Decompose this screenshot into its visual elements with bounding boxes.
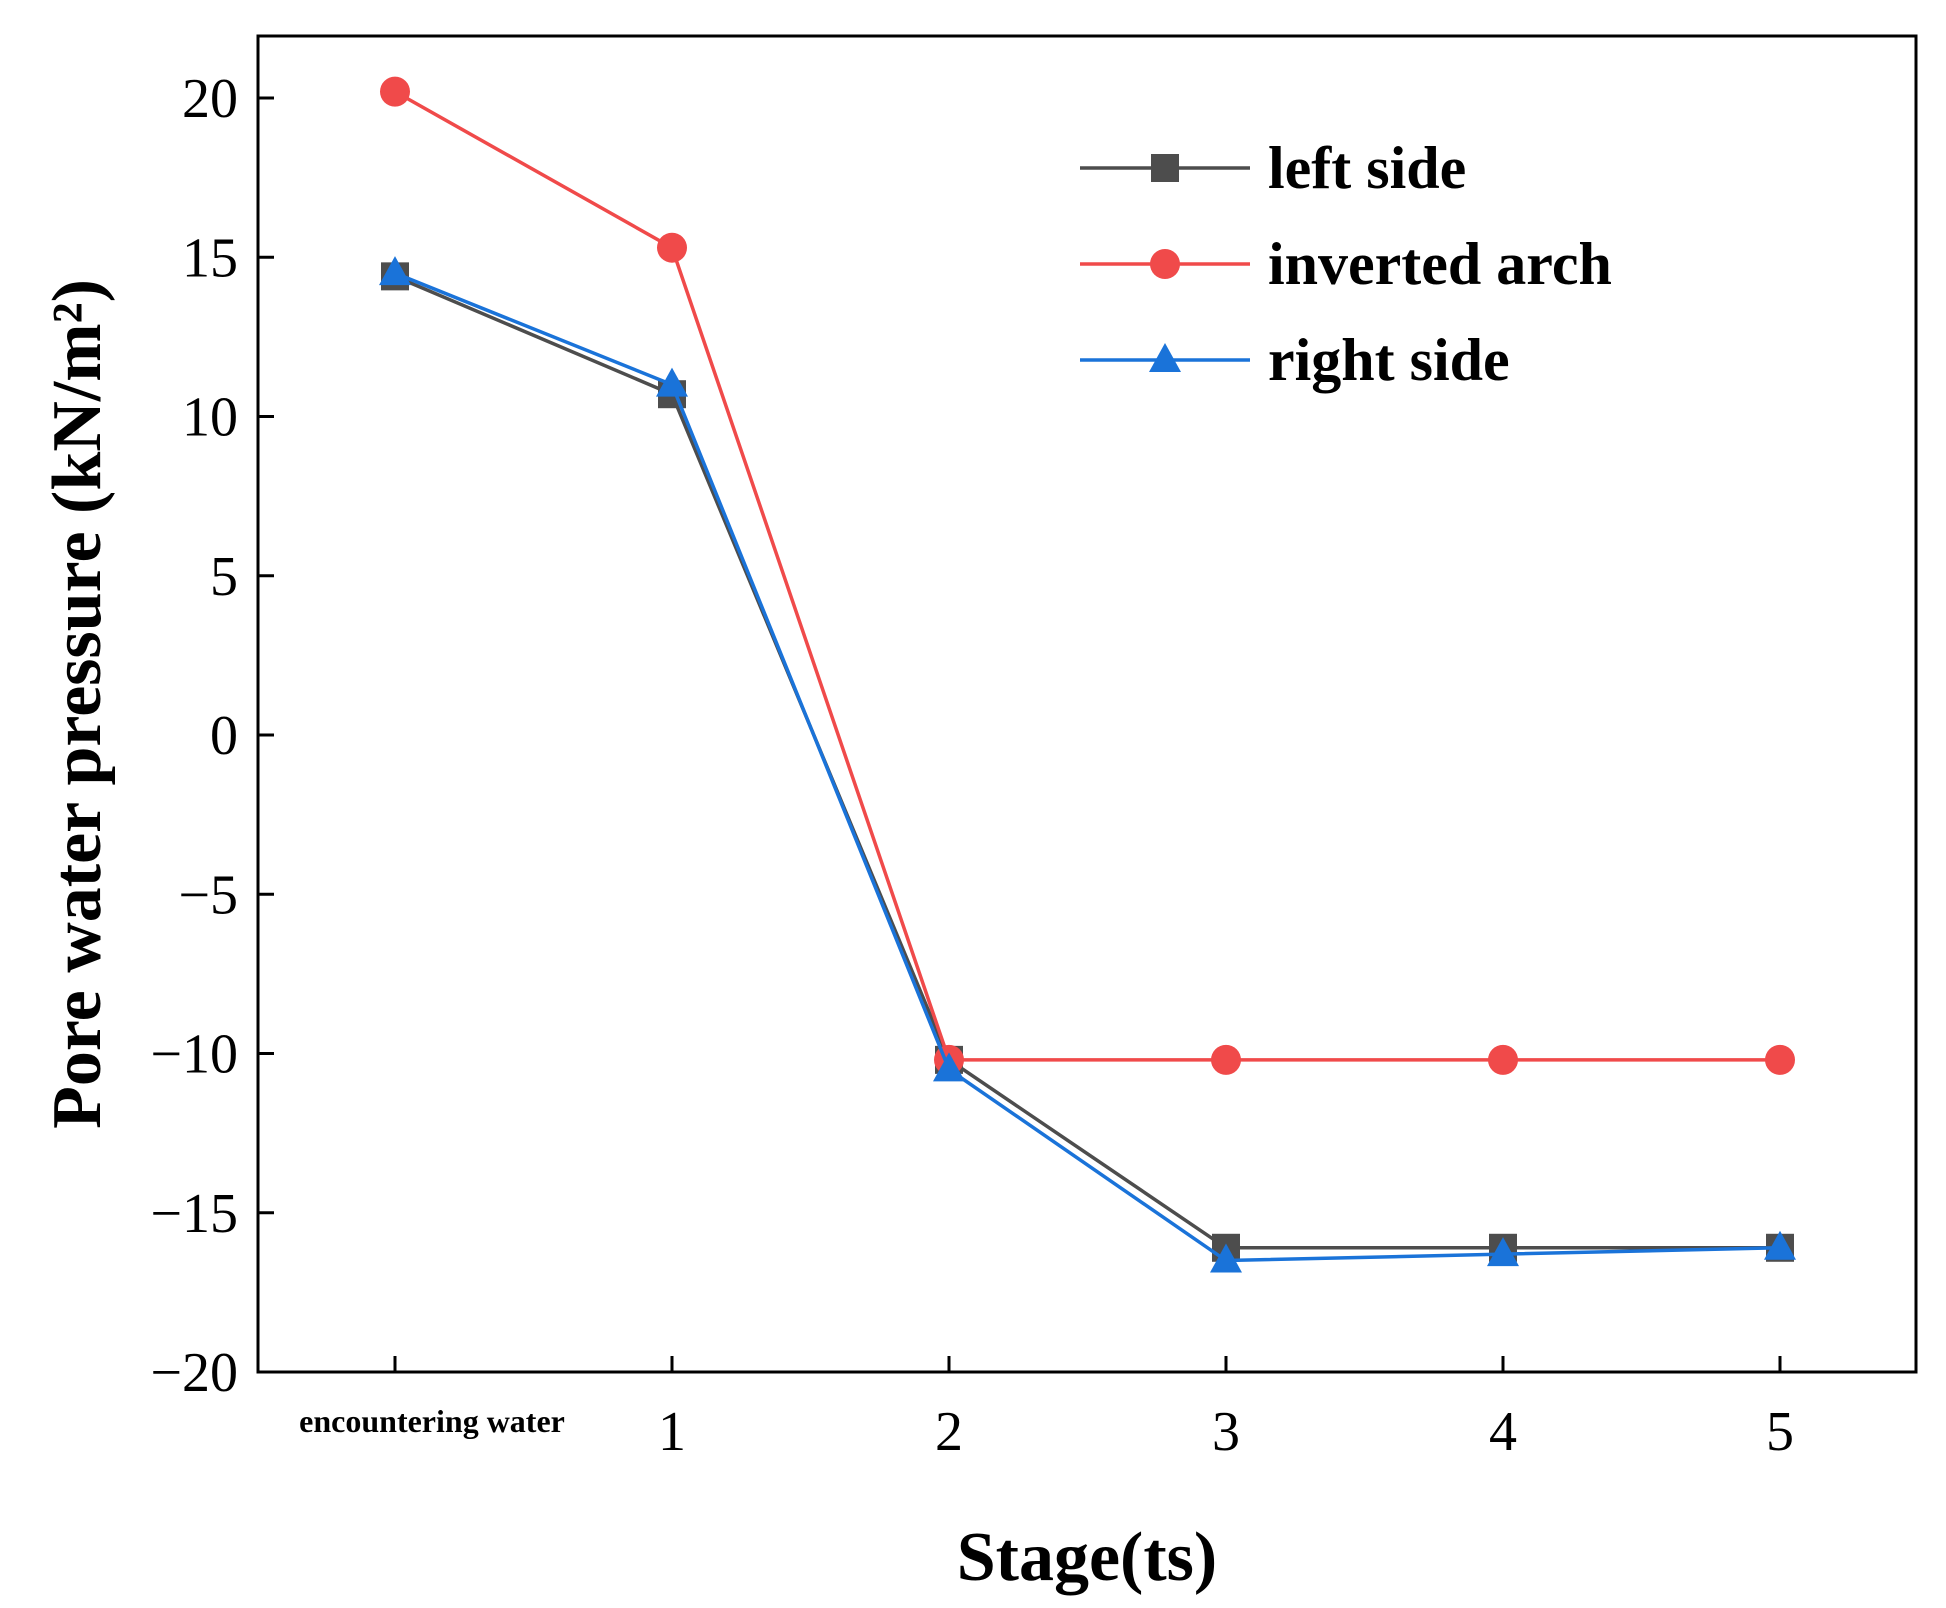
y-axis: 20 15 10 5 0 −5 −10 −15 −20 bbox=[150, 68, 274, 1404]
legend-marker bbox=[1149, 343, 1181, 372]
series-line-right-side bbox=[394, 271, 1781, 1263]
x-tick-label: 1 bbox=[658, 1401, 686, 1463]
legend-label: left side bbox=[1268, 135, 1466, 201]
y-tick-label: 0 bbox=[210, 705, 238, 767]
series-line-left-side bbox=[394, 274, 1780, 1250]
x-tick-label: 2 bbox=[935, 1401, 963, 1463]
data-point-inverted-arch bbox=[380, 76, 410, 107]
y-tick-label: −15 bbox=[150, 1183, 238, 1245]
legend: left side inverted arch right side bbox=[1080, 135, 1612, 393]
series-right-side bbox=[379, 256, 1796, 1273]
x-axis: encountering water 1 2 3 4 5 bbox=[299, 1356, 1794, 1463]
data-point-right-side bbox=[656, 367, 688, 397]
legend-label: inverted arch bbox=[1268, 231, 1612, 297]
data-point-right-side bbox=[933, 1052, 965, 1082]
data-point-inverted-arch bbox=[1211, 1044, 1241, 1075]
series-left-side bbox=[381, 262, 1794, 1262]
plot-frame bbox=[256, 34, 1918, 1374]
y-tick-label: −10 bbox=[150, 1024, 238, 1086]
x-tick-label: 5 bbox=[1766, 1401, 1794, 1463]
x-tick-label: encountering water bbox=[299, 1403, 565, 1439]
legend-entry-left-side: left side bbox=[1080, 135, 1466, 201]
series-inverted-arch bbox=[380, 76, 1795, 1075]
legend-marker bbox=[1151, 154, 1179, 182]
data-point-right-side bbox=[379, 256, 411, 286]
y-tick-label: −20 bbox=[150, 1342, 238, 1404]
series-layer bbox=[379, 76, 1796, 1273]
legend-entry-inverted-arch: inverted arch bbox=[1080, 231, 1612, 297]
data-point-inverted-arch bbox=[1765, 1044, 1795, 1075]
data-point-inverted-arch bbox=[657, 232, 687, 263]
y-tick-label: 5 bbox=[210, 546, 238, 608]
legend-marker bbox=[1150, 249, 1180, 279]
data-point-right-side bbox=[1487, 1237, 1519, 1267]
legend-entry-right-side: right side bbox=[1080, 327, 1510, 393]
data-point-inverted-arch bbox=[1488, 1044, 1518, 1075]
y-axis-title: Pore water pressure (kN/m²) bbox=[39, 279, 116, 1129]
series-line-inverted-arch bbox=[394, 90, 1780, 1062]
data-point-right-side bbox=[1764, 1230, 1796, 1260]
x-axis-title: Stage(ts) bbox=[957, 1519, 1217, 1596]
legend-label: right side bbox=[1268, 327, 1510, 393]
x-tick-label: 3 bbox=[1212, 1401, 1240, 1463]
y-tick-label: 20 bbox=[182, 68, 238, 130]
y-tick-label: −5 bbox=[178, 864, 238, 926]
y-tick-label: 10 bbox=[182, 387, 238, 449]
data-point-right-side bbox=[1210, 1243, 1242, 1273]
y-tick-label: 15 bbox=[182, 227, 238, 289]
x-tick-label: 4 bbox=[1489, 1401, 1517, 1463]
